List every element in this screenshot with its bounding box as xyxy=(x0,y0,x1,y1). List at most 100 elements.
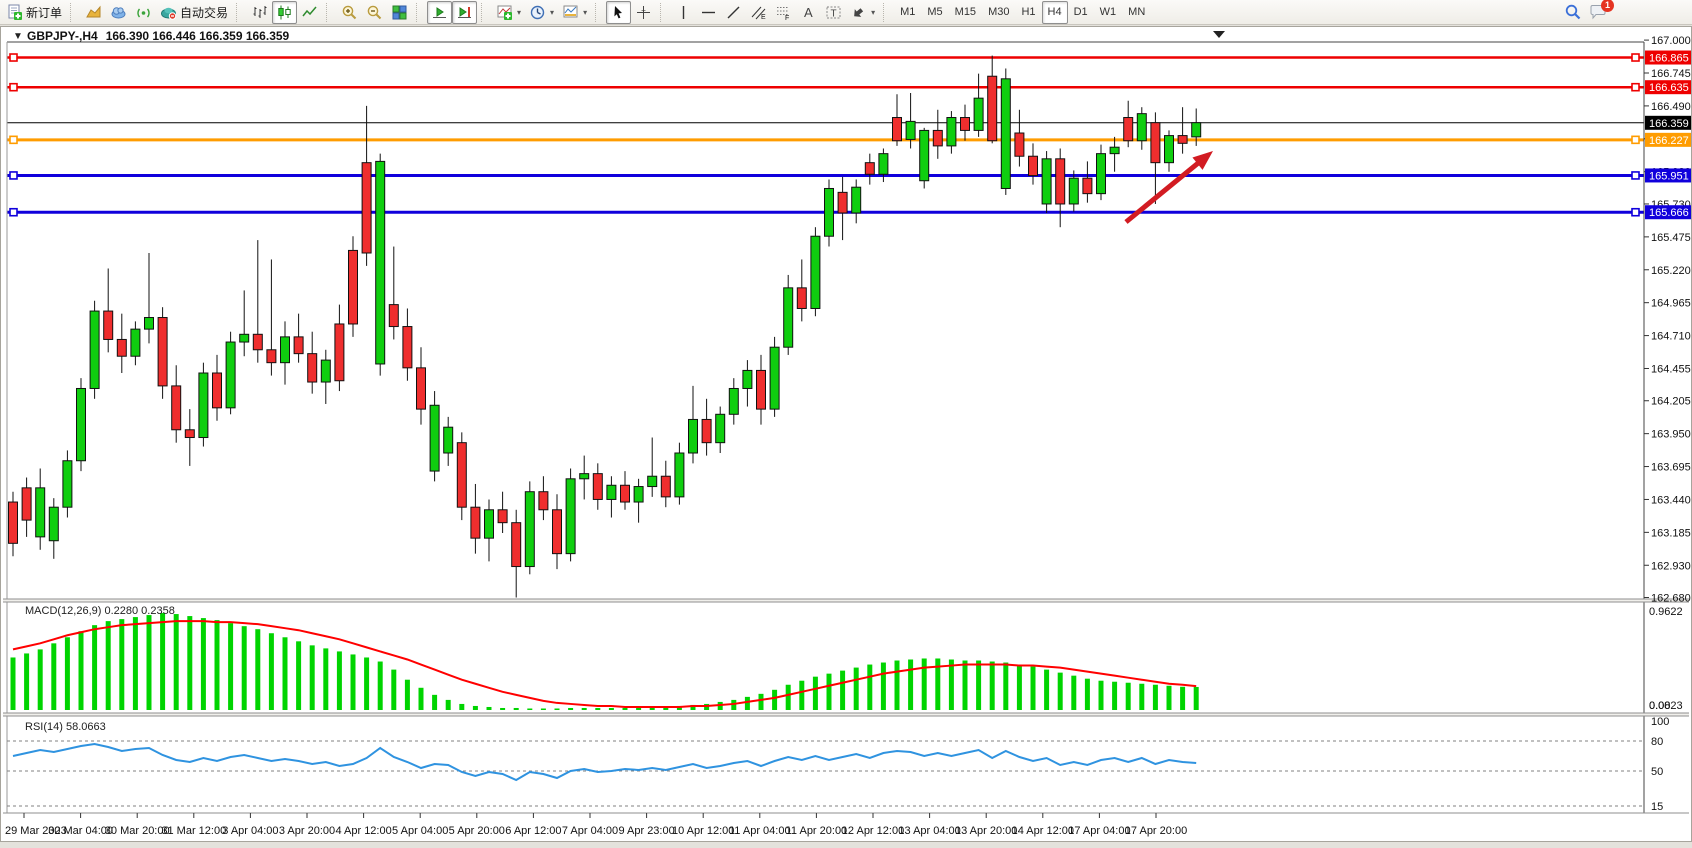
toolbar-separator xyxy=(481,2,489,22)
chart-background xyxy=(3,28,1689,841)
timeframe-m1-button[interactable]: M1 xyxy=(900,5,916,18)
indicators-dropdown-icon[interactable]: ▾ xyxy=(517,7,522,17)
toolbar-separator xyxy=(660,2,668,22)
toolbar-right: 1 xyxy=(1564,0,1692,21)
zoom-out-button[interactable] xyxy=(362,1,387,24)
time-tick-label[interactable]: 17 Apr 20:00 xyxy=(1125,825,1187,837)
chart-shift-button[interactable] xyxy=(452,0,478,24)
horizontal-line-button[interactable] xyxy=(696,1,721,24)
time-tick-label[interactable]: 30 Mar 04:00 xyxy=(48,825,113,837)
auto-trading-button[interactable]: 自动交易 xyxy=(156,1,232,24)
candle xyxy=(960,104,970,141)
periods-button[interactable]: ▾ xyxy=(525,1,558,24)
line-handle-left[interactable] xyxy=(9,53,18,62)
trend-arrow-annotation[interactable] xyxy=(1124,159,1203,224)
profiles-button[interactable] xyxy=(81,1,106,24)
time-tick-label[interactable]: 12 Apr 12:00 xyxy=(842,825,904,837)
time-tick-label[interactable]: 13 Apr 20:00 xyxy=(955,825,1017,837)
time-tick-label[interactable]: 29 Mar 2023 xyxy=(5,825,67,837)
macd-histogram-bar xyxy=(853,667,859,710)
timeframe-m15-button[interactable]: M15 xyxy=(954,5,977,18)
zoom-out-icon xyxy=(366,4,383,21)
vertical-line-button[interactable] xyxy=(671,1,696,24)
candle xyxy=(62,450,73,518)
candle xyxy=(919,127,930,189)
equidistant-channel-button[interactable]: E xyxy=(746,1,771,24)
chart-shift-marker-icon[interactable] xyxy=(1213,31,1225,38)
chat-icon[interactable]: 1 xyxy=(1589,0,1614,21)
templates-button[interactable]: ▾ xyxy=(558,1,591,24)
market-cloud-button[interactable] xyxy=(106,1,131,24)
trendline-button[interactable] xyxy=(721,1,746,24)
time-tick-label[interactable]: 14 Apr 12:00 xyxy=(1012,825,1074,837)
line-chart-mode-button[interactable] xyxy=(297,1,322,24)
timeframe-h1-button[interactable]: H1 xyxy=(1021,5,1036,18)
search-icon[interactable] xyxy=(1564,4,1581,21)
timeframe-w1-button[interactable]: W1 xyxy=(1099,5,1117,18)
chart-canvas[interactable]: 167.000166.745166.490166.235165.980165.7… xyxy=(1,27,1691,841)
chart-expander-icon[interactable]: ▼ xyxy=(13,31,23,42)
time-tick-label[interactable]: 5 Apr 20:00 xyxy=(449,825,505,837)
macd-histogram-bar xyxy=(391,669,397,710)
time-tick-label[interactable]: 17 Apr 04:00 xyxy=(1068,825,1130,837)
time-tick-label[interactable]: 11 Apr 04:00 xyxy=(729,825,791,837)
timeframe-d1-button[interactable]: D1 xyxy=(1073,5,1088,18)
line-handle-right[interactable] xyxy=(1631,207,1640,217)
candle-body xyxy=(633,486,644,503)
bar-chart-mode-button[interactable] xyxy=(247,1,272,24)
candle xyxy=(239,290,250,357)
tile-windows-button[interactable] xyxy=(387,1,412,24)
time-tick-label[interactable]: 6 Apr 12:00 xyxy=(505,825,561,837)
auto-scroll-button[interactable] xyxy=(427,0,453,24)
time-tick-label[interactable]: 13 Apr 04:00 xyxy=(898,825,960,837)
arrows-dropdown-icon[interactable]: ▾ xyxy=(871,7,876,17)
candle xyxy=(103,268,114,353)
indicators-button[interactable]: ▾ xyxy=(492,1,525,24)
toolbar-separator xyxy=(236,2,244,22)
time-tick-label[interactable]: 11 Apr 20:00 xyxy=(786,825,848,837)
line-handle-right[interactable] xyxy=(1631,171,1640,180)
time-tick-label[interactable]: 31 Mar 12:00 xyxy=(161,825,226,837)
candle-body xyxy=(266,349,277,364)
new-order-button[interactable]: 新订单 xyxy=(2,1,66,24)
line-handle-right[interactable] xyxy=(1631,53,1640,62)
time-tick-label[interactable]: 5 Apr 04:00 xyxy=(392,825,448,837)
timeframe-m30-button[interactable]: M30 xyxy=(988,5,1010,18)
price-badge-166.635-label: 166.635 xyxy=(1649,82,1689,94)
candle-body xyxy=(565,478,576,555)
timeframe-mn-button[interactable]: MN xyxy=(1128,5,1146,18)
text-button[interactable]: A xyxy=(796,1,821,24)
line-handle-right[interactable] xyxy=(1631,82,1640,92)
line-handle-left[interactable] xyxy=(9,135,18,145)
candle-body xyxy=(388,304,399,328)
time-tick-label[interactable]: 3 Apr 04:00 xyxy=(222,825,278,837)
macd-axis-min-label: 0.00 xyxy=(1649,700,1670,712)
cursor-button[interactable] xyxy=(606,0,632,24)
price-tick-label: 164.710 xyxy=(1651,331,1691,343)
candle xyxy=(48,498,59,559)
signals-button[interactable] xyxy=(131,1,156,24)
line-handle-left[interactable] xyxy=(9,171,18,180)
time-tick-label[interactable]: 4 Apr 12:00 xyxy=(335,825,391,837)
line-handle-right[interactable] xyxy=(1631,135,1640,145)
time-tick-label[interactable]: 30 Mar 20:00 xyxy=(105,825,170,837)
candle-body xyxy=(511,522,522,568)
line-handle-left[interactable] xyxy=(9,207,18,217)
time-tick-label[interactable]: 3 Apr 20:00 xyxy=(279,825,335,837)
time-tick-label[interactable]: 9 Apr 23:00 xyxy=(618,825,674,837)
crosshair-button[interactable] xyxy=(631,1,656,24)
candlestick-mode-button[interactable] xyxy=(272,0,298,24)
candle-body xyxy=(919,129,930,182)
text-label-button[interactable]: T xyxy=(821,1,846,24)
candlestick-icon xyxy=(276,4,293,21)
time-tick-label[interactable]: 10 Apr 12:00 xyxy=(672,825,734,837)
periods-dropdown-icon[interactable]: ▾ xyxy=(550,7,555,17)
zoom-in-button[interactable] xyxy=(337,1,362,24)
line-handle-left[interactable] xyxy=(9,82,18,92)
fibonacci-button[interactable]: F xyxy=(771,1,796,24)
timeframe-h4-button[interactable]: H4 xyxy=(1041,0,1068,24)
time-tick-label[interactable]: 7 Apr 04:00 xyxy=(562,825,618,837)
templates-dropdown-icon[interactable]: ▾ xyxy=(583,7,588,17)
arrows-button[interactable]: ▾ xyxy=(846,1,879,24)
timeframe-m5-button[interactable]: M5 xyxy=(927,5,943,18)
